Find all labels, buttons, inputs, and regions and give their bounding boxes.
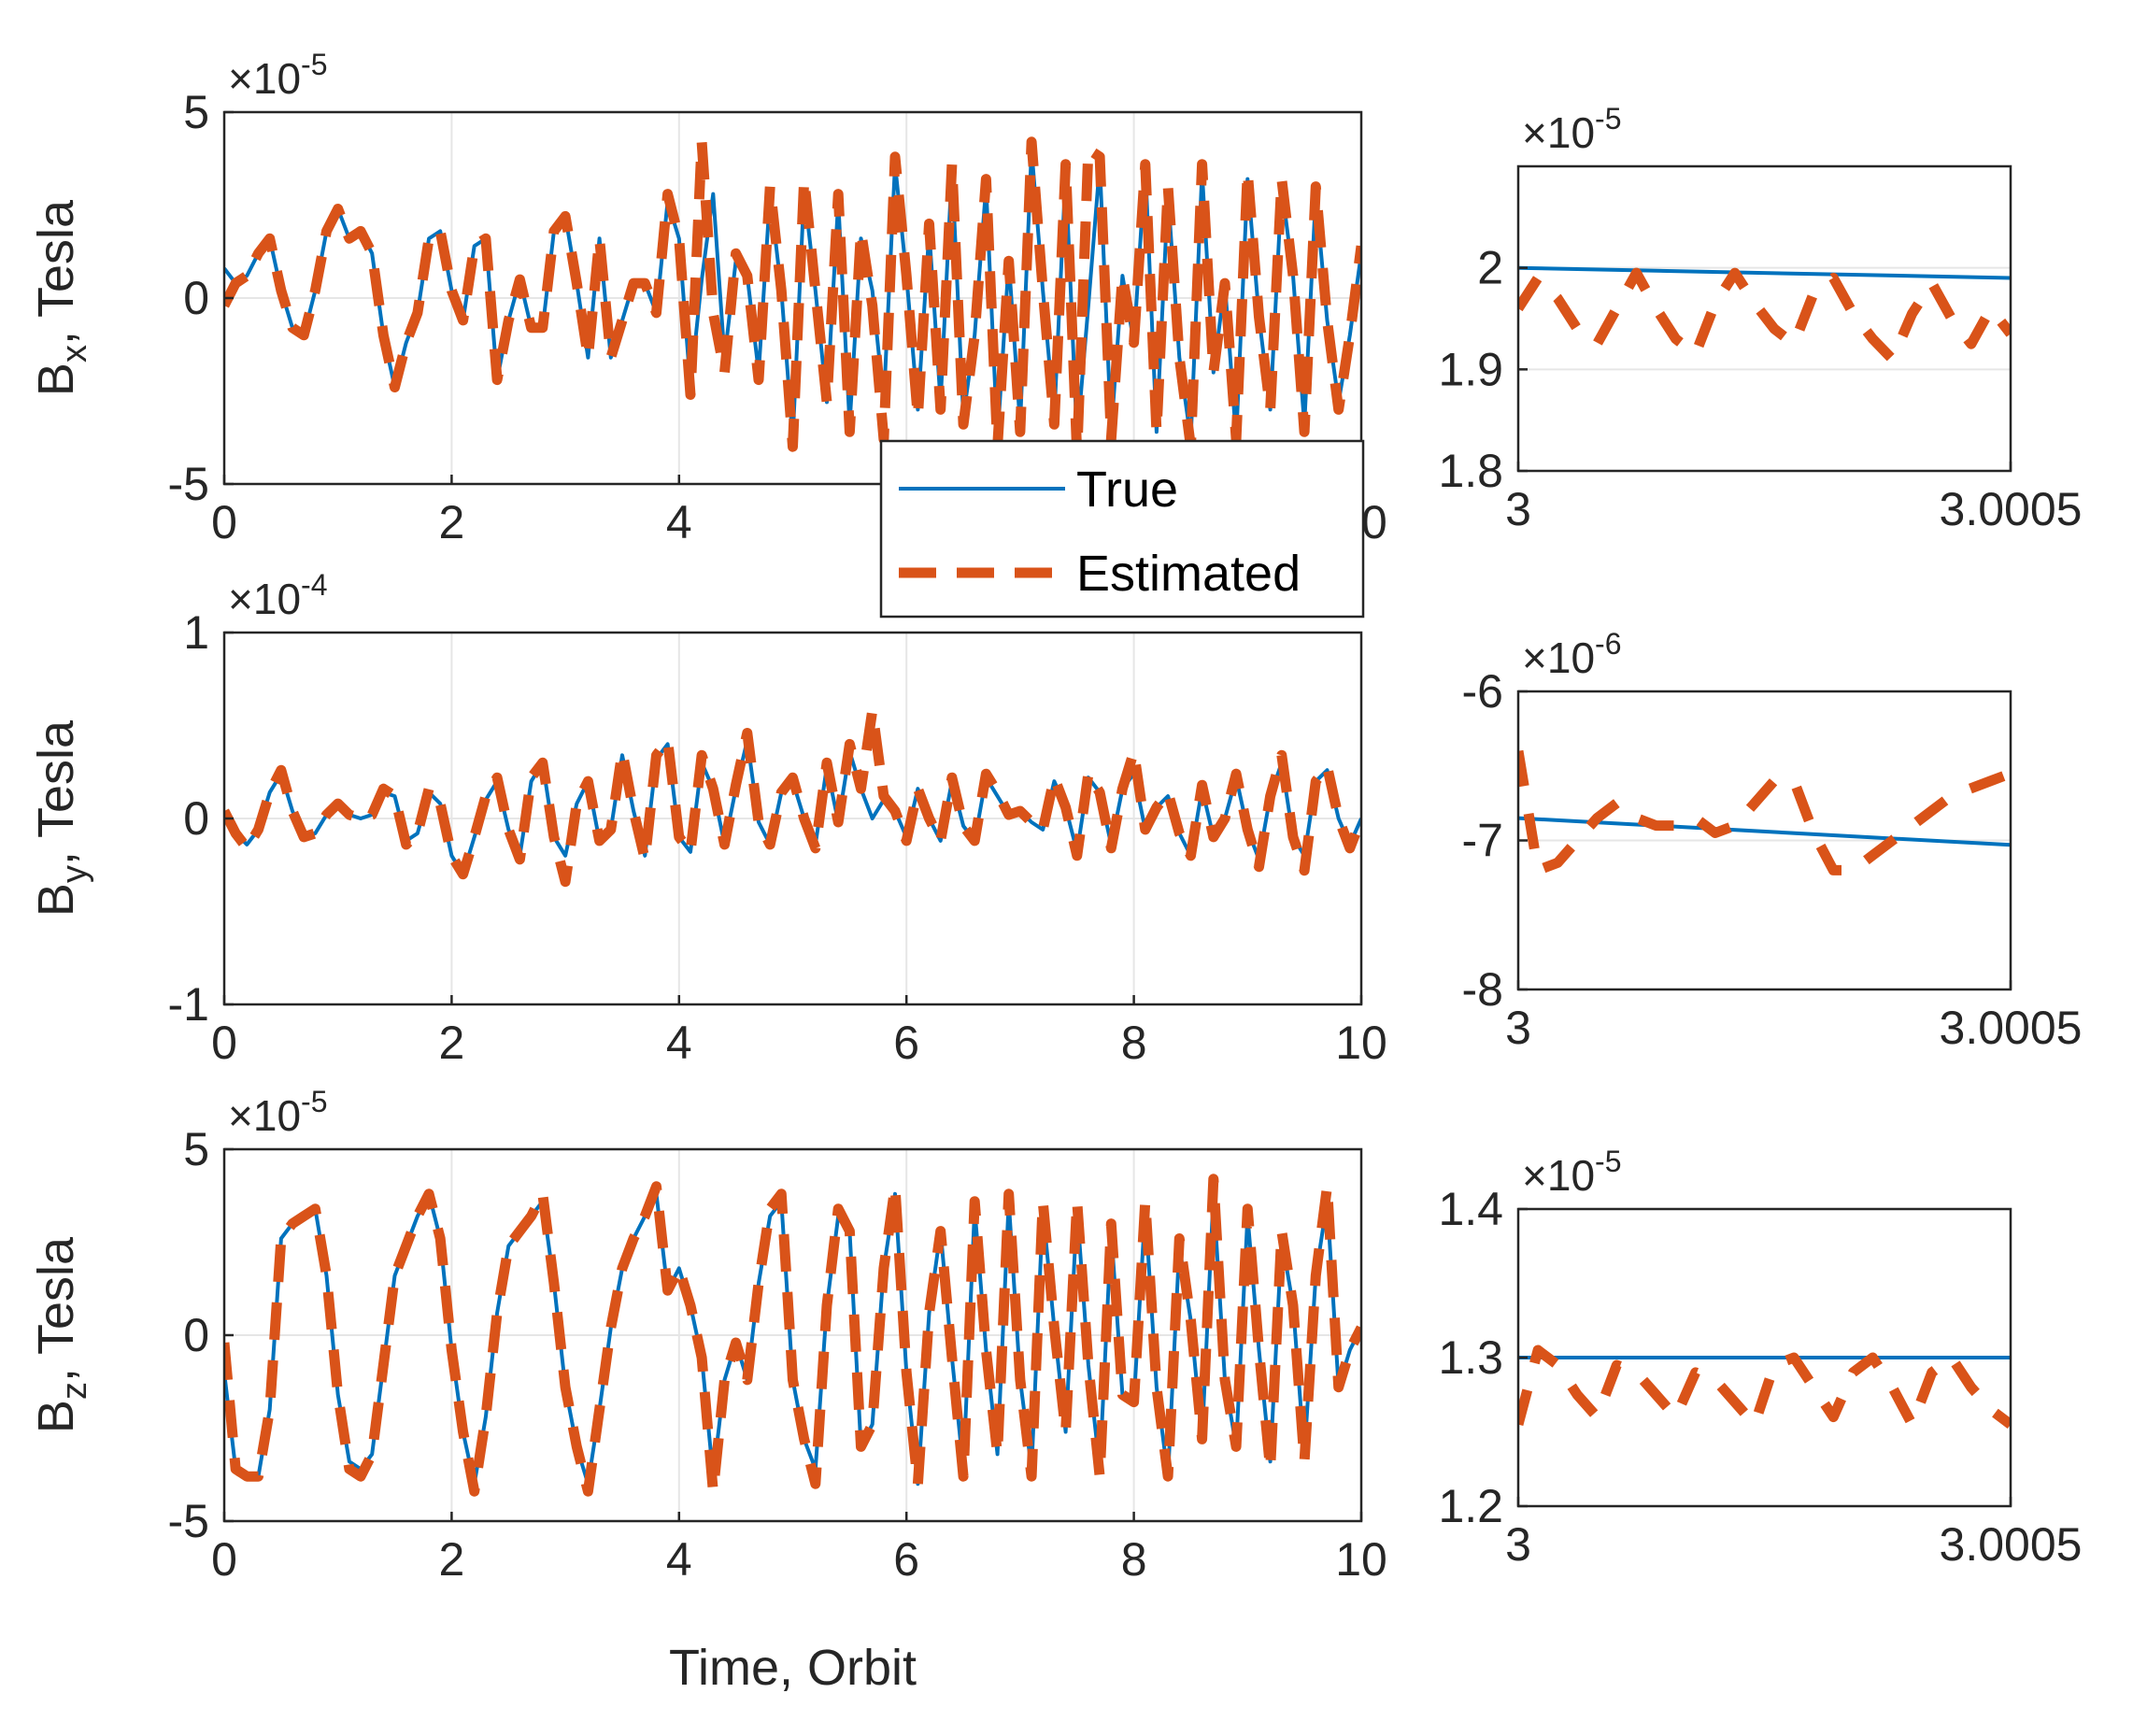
y-tick-label-2: 5 <box>183 1123 209 1175</box>
axis-exponent: ×10-5 <box>228 1085 327 1140</box>
x-tick-label-0: 3 <box>1505 1002 1531 1054</box>
axis-exponent-base: ×10 <box>1522 633 1595 682</box>
legend-true-label: True <box>1076 462 1178 518</box>
panel-bx_zoom: 3 3.0005 1.8 1.9 2 ×10-5 <box>1438 102 2082 535</box>
y-axis-label-symbol: B <box>28 883 84 917</box>
y-tick-label-2: 2 <box>1477 242 1503 294</box>
y-tick-label-1: 1.3 <box>1438 1331 1503 1384</box>
axis-exponent-power: -5 <box>1595 1145 1621 1178</box>
x-tick-label-1: 2 <box>438 1533 464 1586</box>
x-tick-label-0: 0 <box>211 496 237 548</box>
axis-exponent: ×10-6 <box>1522 627 1621 682</box>
series-true-line <box>1518 265 2011 280</box>
y-tick-label-1: 0 <box>183 272 209 324</box>
y-tick-label-1: 0 <box>183 1309 209 1361</box>
legend-estimated-label: Estimated <box>1076 546 1301 602</box>
x-tick-label-1: 2 <box>438 1017 464 1069</box>
y-tick-label-0: 1.2 <box>1438 1480 1503 1532</box>
axis-exponent-power: -6 <box>1595 627 1621 661</box>
series-estimated-line <box>1518 267 2011 364</box>
x-tick-label-0: 3 <box>1505 1518 1531 1571</box>
y-tick-label-0: -5 <box>168 458 209 510</box>
x-tick-label-0: 3 <box>1505 483 1531 535</box>
y-tick-label-1: 1.9 <box>1438 343 1503 395</box>
axes-box <box>1516 164 2012 473</box>
y-axis-label-subscript: y <box>55 865 94 883</box>
x-tick-label-2: 4 <box>666 1017 692 1069</box>
y-tick-label-0: -1 <box>168 978 209 1031</box>
y-tick-label-2: 1 <box>183 606 209 659</box>
x-tick-label-5: 10 <box>1335 1017 1387 1069</box>
y-axis-label: Bx, Tesla <box>28 199 94 396</box>
axis-exponent-base: ×10 <box>1522 108 1595 157</box>
y-axis-label-symbol: B <box>28 363 84 396</box>
x-tick-label-3: 6 <box>893 1017 919 1069</box>
axis-exponent: ×10-4 <box>228 568 327 623</box>
x-tick-label-2: 4 <box>666 1533 692 1586</box>
y-axis-label-unit: , Tesla <box>28 719 84 865</box>
y-tick-label-0: 1.8 <box>1438 445 1503 497</box>
y-tick-label-1: 0 <box>183 792 209 845</box>
x-axis-label: Time, Orbit <box>669 1640 917 1696</box>
x-tick-label-4: 8 <box>1121 1533 1147 1586</box>
x-tick-label-0: 0 <box>211 1533 237 1586</box>
y-axis-label: Bz, Tesla <box>28 1236 94 1433</box>
x-tick-label-1: 2 <box>438 496 464 548</box>
y-axis-label-symbol: B <box>28 1400 84 1433</box>
series-estimated-line <box>1518 1345 2011 1430</box>
x-tick-label-3: 6 <box>893 1533 919 1586</box>
panel-by_main: 0 2 4 6 8 10-101×10-4By, Tesla <box>28 568 1387 1069</box>
y-tick-label-0: -8 <box>1462 963 1503 1016</box>
y-axis-label-subscript: x <box>55 345 94 363</box>
y-axis-label: By, Tesla <box>28 719 94 917</box>
series-estimated-line <box>224 1174 1361 1497</box>
y-axis-label-subscript: z <box>55 1382 94 1400</box>
x-tick-label-1: 3.0005 <box>1940 483 2083 535</box>
legend: True Estimated <box>879 439 1365 619</box>
axis-exponent-power: -5 <box>1595 102 1621 135</box>
x-tick-label-5: 10 <box>1335 1533 1387 1586</box>
y-axis-label-unit: , Tesla <box>28 199 84 345</box>
axis-exponent-base: ×10 <box>228 54 301 103</box>
axis-exponent: ×10-5 <box>1522 102 1621 157</box>
legend-box <box>879 439 1365 619</box>
y-tick-label-2: 1.4 <box>1438 1183 1503 1235</box>
panel-by_zoom: 3 3.0005-8-7-6×10-6 <box>1462 627 2083 1054</box>
y-axis-label-unit: , Tesla <box>28 1236 84 1382</box>
y-tick-label-2: 5 <box>183 86 209 138</box>
y-tick-label-2: -6 <box>1462 665 1503 718</box>
axis-exponent-base: ×10 <box>228 575 301 623</box>
x-tick-label-1: 3.0005 <box>1940 1002 2083 1054</box>
x-tick-label-4: 8 <box>1121 1017 1147 1069</box>
axis-exponent: ×10-5 <box>228 48 327 103</box>
axis-exponent-base: ×10 <box>1522 1151 1595 1200</box>
series-estimated-line <box>1518 749 2011 875</box>
axis-exponent-power: -5 <box>301 48 327 81</box>
panel-bz_zoom: 3 3.0005 1.2 1.3 1.4 ×10-5 <box>1438 1145 2082 1571</box>
axis-exponent-base: ×10 <box>228 1091 301 1140</box>
x-tick-label-2: 4 <box>666 496 692 548</box>
axis-exponent-power: -4 <box>301 568 327 602</box>
series-estimated-line <box>224 705 1361 888</box>
axis-exponent: ×10-5 <box>1522 1145 1621 1200</box>
x-tick-label-1: 3.0005 <box>1940 1518 2083 1571</box>
series-true-line <box>1518 816 2011 847</box>
y-tick-label-1: -7 <box>1462 815 1503 867</box>
axis-exponent-power: -5 <box>301 1085 327 1118</box>
y-tick-label-0: -5 <box>168 1495 209 1547</box>
series-estimated-line <box>224 136 1361 460</box>
x-tick-label-0: 0 <box>211 1017 237 1069</box>
